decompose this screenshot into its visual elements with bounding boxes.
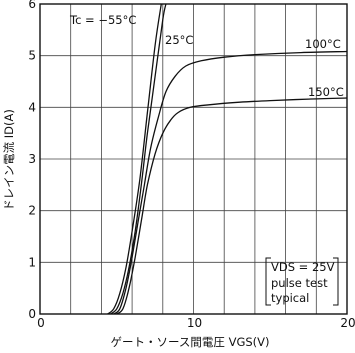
grid-lines <box>40 4 347 314</box>
plot-frame <box>39 3 348 315</box>
series-line-3 <box>116 97 348 315</box>
y-tick-label: 3 <box>28 152 36 166</box>
y-tick-label: 1 <box>28 255 36 269</box>
x-axis-title: ゲート・ソース間電圧 VGS(V) <box>111 335 270 349</box>
y-tick-label: 0 <box>28 307 36 321</box>
y-tick-label: 4 <box>28 100 36 114</box>
y-tick-label: 5 <box>28 49 36 63</box>
condition-pulse: pulse test <box>271 276 328 290</box>
label-tc-55: Tc = −55°C <box>69 13 136 27</box>
y-tick-label: 6 <box>28 0 36 11</box>
conditions-bracket-left <box>265 257 271 306</box>
x-tick-label: 10 <box>187 316 202 330</box>
condition-vds: VDS = 25V <box>271 260 335 274</box>
label-100c: 100°C <box>305 37 341 51</box>
series-line-2 <box>113 50 348 315</box>
conditions-bracket-right <box>333 257 339 306</box>
y-tick-label: 2 <box>28 204 36 218</box>
series-line-1 <box>110 3 167 315</box>
x-tick-label: 0 <box>37 316 45 330</box>
curves <box>107 3 348 315</box>
tick-labels: 0 10 20 0 1 2 3 4 5 6 <box>28 0 355 330</box>
label-25c: 25°C <box>165 33 193 47</box>
condition-typical: typical <box>271 291 309 305</box>
conditions-box: VDS = 25V pulse test typical <box>265 257 339 306</box>
label-150c: 150°C <box>308 85 344 99</box>
x-tick-label: 20 <box>340 316 355 330</box>
y-axis-title: ドレイン電流 ID(A) <box>2 109 16 211</box>
series-line-0 <box>107 3 162 315</box>
